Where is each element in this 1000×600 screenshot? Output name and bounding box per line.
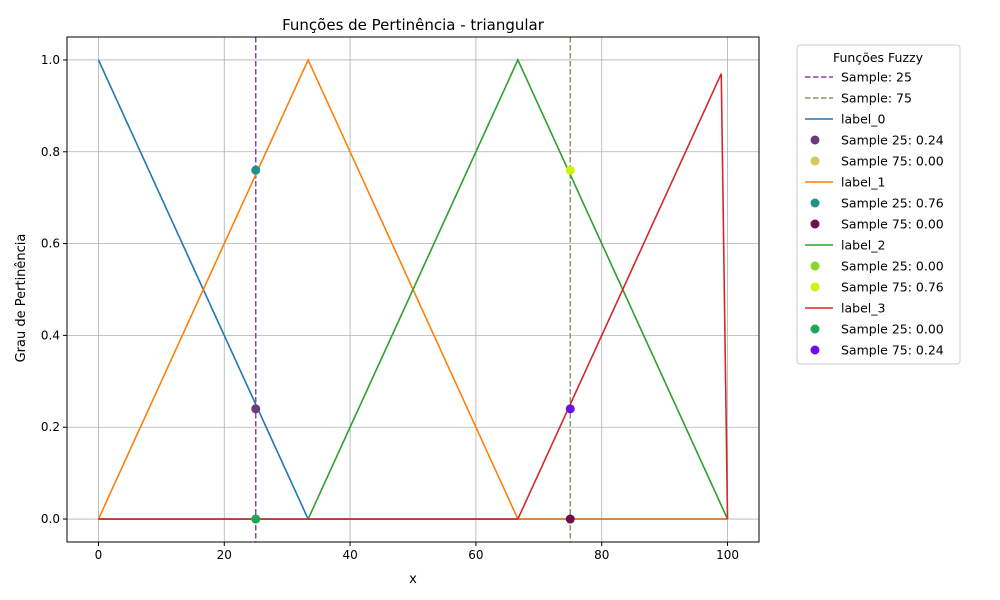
legend-label: Sample 75: 0.00 xyxy=(841,217,944,232)
x-axis-label: x xyxy=(409,572,417,587)
y-tick-label: 0.8 xyxy=(41,145,60,159)
legend-swatch xyxy=(810,198,820,208)
legend-swatch xyxy=(810,156,820,166)
y-tick-label: 0.0 xyxy=(41,512,60,526)
legend-swatch xyxy=(810,324,820,334)
y-axis-label: Grau de Pertinência xyxy=(14,234,29,363)
legend-label: Sample 75: 0.76 xyxy=(841,280,944,295)
legend-label: Sample 75: 0.24 xyxy=(841,343,944,358)
x-tick-label: 0 xyxy=(95,548,103,562)
sample-points xyxy=(251,165,575,524)
legend-label: label_0 xyxy=(841,112,885,127)
legend: Funções Fuzzy Sample: 25 Sample: 75 label_… xyxy=(796,44,961,365)
legend-label: Sample: 75 xyxy=(841,91,912,106)
x-tick-label: 100 xyxy=(716,548,739,562)
y-tick-label: 0.4 xyxy=(41,328,60,342)
axis-ticks: 0 20 40 60 80 100 0.0 0.2 0.4 0.6 0.8 1.0 xyxy=(41,53,739,562)
legend-swatch xyxy=(810,345,820,355)
legend-box xyxy=(796,44,961,365)
legend-title: Funções Fuzzy xyxy=(833,50,924,65)
sample-point xyxy=(251,404,261,414)
plot-frame xyxy=(66,36,760,543)
legend-label: Sample 75: 0.00 xyxy=(841,154,944,169)
legend-items: Sample: 25 Sample: 75 label_0 Sample 25: 0.… xyxy=(805,70,944,358)
y-tick-label: 0.6 xyxy=(41,237,60,251)
x-tick-label: 60 xyxy=(468,548,483,562)
legend-label: label_2 xyxy=(841,238,885,253)
legend-label: Sample: 25 xyxy=(841,70,912,85)
legend-label: Sample 25: 0.24 xyxy=(841,133,944,148)
legend-swatch xyxy=(810,261,820,271)
legend-label: label_3 xyxy=(841,301,885,316)
sample-point xyxy=(251,165,261,175)
legend-swatch xyxy=(810,219,820,229)
y-tick-label: 1.0 xyxy=(41,53,60,67)
sample-point xyxy=(565,404,575,414)
legend-label: Sample 25: 0.00 xyxy=(841,322,944,337)
series-lines xyxy=(97,58,729,520)
legend-label: Sample 25: 0.76 xyxy=(841,196,944,211)
chart-title: Funções de Pertinência - triangular xyxy=(282,16,545,34)
x-tick-label: 40 xyxy=(342,548,357,562)
legend-label: Sample 25: 0.00 xyxy=(841,259,944,274)
x-tick-label: 20 xyxy=(217,548,232,562)
y-tick-label: 0.2 xyxy=(41,420,60,434)
sample-lines xyxy=(254,37,572,542)
legend-swatch xyxy=(810,282,820,292)
legend-label: label_1 xyxy=(841,175,885,190)
sample-point xyxy=(565,165,575,175)
sample-point xyxy=(565,514,575,524)
legend-swatch xyxy=(810,135,820,145)
x-tick-label: 80 xyxy=(594,548,609,562)
series-line-label_3 xyxy=(98,73,729,520)
sample-point xyxy=(251,514,261,524)
